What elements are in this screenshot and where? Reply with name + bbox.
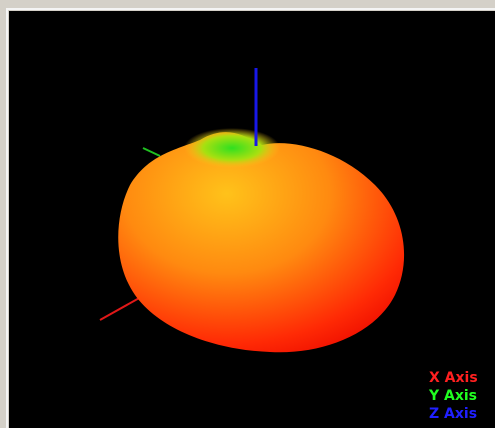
y-axis-line bbox=[142, 147, 161, 157]
pattern-top bbox=[184, 128, 280, 168]
radiation-pattern bbox=[118, 132, 405, 353]
panel-border bbox=[6, 8, 495, 428]
legend-label: Y Axis bbox=[428, 388, 477, 404]
legend-label: Z Axis bbox=[429, 406, 477, 422]
legend-label: X Axis bbox=[429, 370, 478, 386]
axis-legend: X Axis Y Axis Z Axis bbox=[428, 370, 478, 422]
